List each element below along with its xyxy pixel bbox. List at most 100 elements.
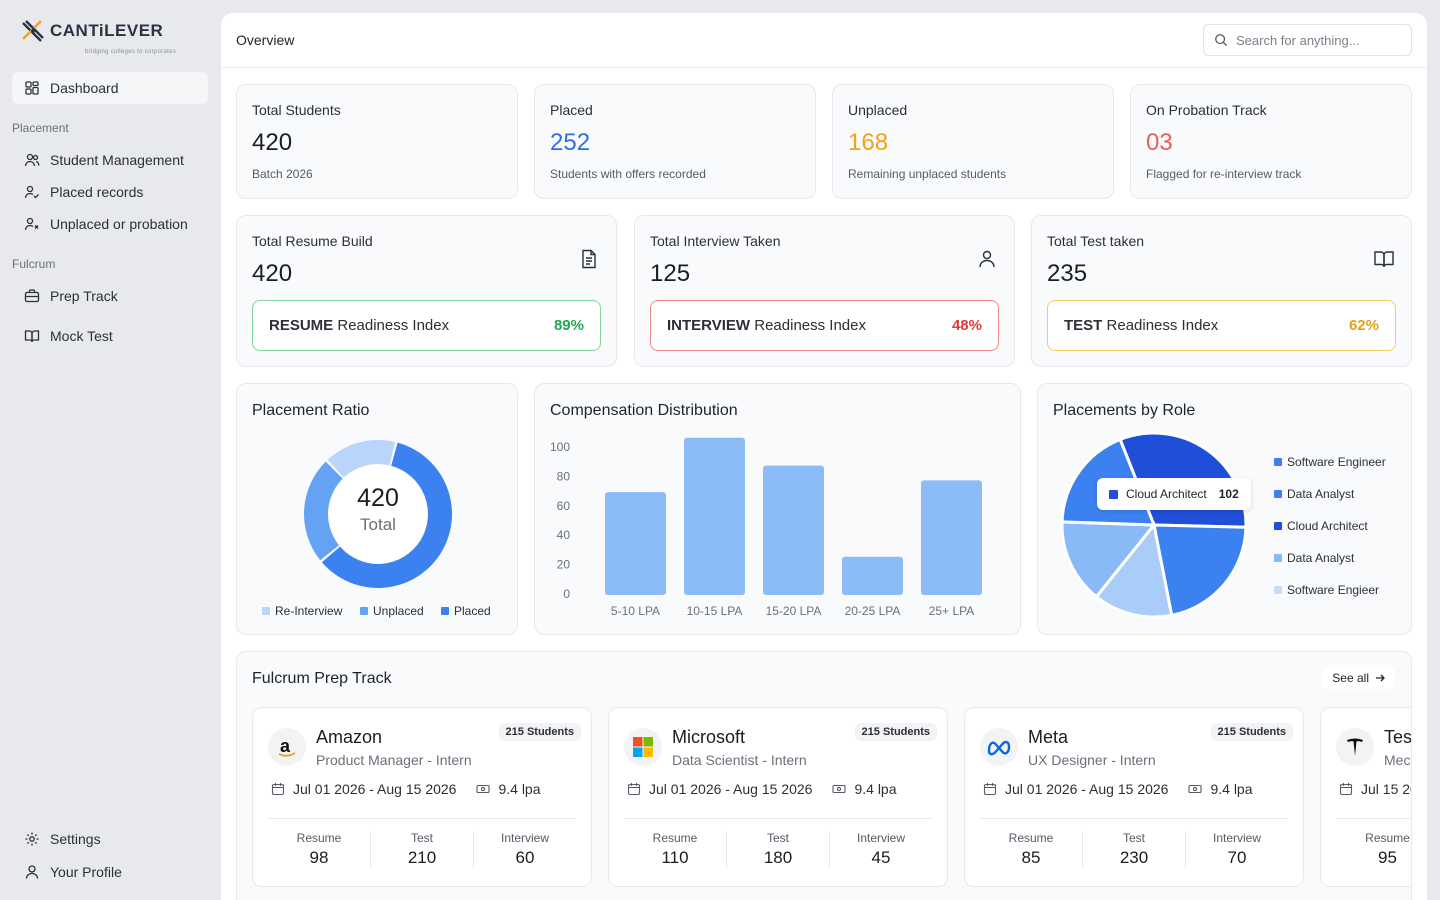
calendar-icon (983, 783, 997, 796)
sidebar-item-settings[interactable]: Settings (12, 823, 208, 855)
readiness-value: 125 (650, 260, 691, 287)
donut-slice[interactable] (327, 440, 396, 478)
placement-ratio-donut[interactable] (298, 434, 458, 594)
company-card-amazon[interactable]: a Amazon Product Manager - Intern 215 St… (252, 707, 592, 887)
readiness-label: TEST Readiness Index (1064, 317, 1219, 334)
students-badge: 215 Students (498, 723, 581, 741)
sidebar-item-label: Your Profile (50, 864, 122, 880)
company-card-meta[interactable]: Meta UX Designer - Intern 215 Students J… (964, 707, 1304, 887)
readiness-label: INTERVIEW Readiness Index (667, 317, 866, 334)
stat-test: Test 180 (727, 831, 830, 868)
money-icon (476, 784, 491, 794)
donut-slice[interactable] (321, 442, 452, 588)
meta-logo-icon (980, 728, 1018, 766)
pie-slice[interactable] (1152, 523, 1248, 618)
readiness-index-interview[interactable]: INTERVIEW Readiness Index 48% (650, 300, 999, 351)
placement-ratio-card: Placement Ratio 420 Total Re-Interview U… (236, 383, 518, 635)
search-box[interactable] (1203, 24, 1412, 56)
roles-pie-chart[interactable] (1059, 430, 1249, 620)
sidebar-item-placed-records[interactable]: Placed records (12, 176, 208, 208)
stat-interview: Interview 70 (1212, 831, 1262, 867)
bar[interactable] (763, 465, 824, 595)
legend-item-unplaced: Unplaced (360, 604, 424, 618)
x-tick-label: 5-10 LPA (611, 604, 660, 618)
stat-title: On Probation Track (1146, 102, 1267, 118)
sidebar-item-dashboard[interactable]: Dashboard (12, 72, 208, 104)
readiness-percent: 48% (951, 317, 982, 334)
sidebar-item-label: Unplaced or probation (50, 216, 188, 232)
panel-title: Compensation Distribution (550, 402, 738, 419)
readiness-index-test[interactable]: TEST Readiness Index 62% (1047, 300, 1396, 351)
sidebar-item-profile[interactable]: Your Profile (12, 856, 208, 888)
donut-total-label: Total (360, 515, 396, 534)
company-meta: Jul 01 2026 - Aug 15 2026 9.4 lpa (983, 781, 1253, 797)
y-tick-label: 60 (557, 499, 571, 513)
y-tick-label: 80 (557, 469, 571, 483)
company-stats: Resume 85 Test 230 Interview 70 (980, 831, 1288, 868)
readiness-percent: 89% (553, 317, 584, 334)
sidebar-item-label: Dashboard (50, 80, 119, 96)
bar[interactable] (921, 480, 982, 595)
company-meta: Jul 01 2026 - Aug 15 2026 9.4 lpa (271, 781, 541, 797)
sidebar-item-label: Mock Test (50, 328, 113, 344)
stat-card-unplaced: Unplaced 168 Remaining unplaced students (832, 84, 1114, 199)
stat-value: 252 (550, 129, 591, 156)
pie-slice[interactable] (1094, 521, 1174, 619)
company-meta: Jul 01 2026 - Aug 15 2026 9.4 lpa (627, 781, 897, 797)
tesla-logo-icon (1336, 728, 1374, 766)
stat-value: 420 (252, 129, 293, 156)
sidebar-item-prep-track[interactable]: Prep Track (12, 280, 208, 312)
divider (624, 818, 932, 819)
brand-logo[interactable]: CANTiLEVER (20, 18, 163, 44)
package: 9.4 lpa (1210, 781, 1253, 797)
compensation-bar-chart: 0 20 40 60 80 100 5-10 LPA 10-15 LPA 15-20 LPA 20… (550, 437, 982, 618)
stat-card-placed: Placed 252 Students with offers recorded (534, 84, 816, 199)
sidebar-item-label: Placed records (50, 184, 144, 200)
company-stats: Resume 110 Test 180 Interview 45 (624, 831, 932, 868)
y-tick-label: 20 (557, 558, 571, 572)
readiness-title: Total Resume Build (252, 233, 373, 249)
page-title: Overview (236, 32, 295, 48)
book-open-icon (24, 330, 40, 343)
bar[interactable] (605, 492, 666, 595)
readiness-label: RESUME Readiness Index (269, 317, 450, 334)
sidebar-item-student-management[interactable]: Student Management (12, 144, 208, 176)
stat-interview: Interview 45 (856, 831, 906, 867)
bar[interactable] (684, 437, 745, 595)
amazon-logo-icon: a (268, 728, 306, 766)
company-role: UX Designer - Intern (1028, 752, 1156, 768)
donut-slice[interactable] (304, 461, 343, 561)
stat-subtitle: Batch 2026 (252, 167, 313, 181)
search-input[interactable] (1236, 32, 1386, 48)
stat-value: 168 (848, 129, 889, 156)
stat-value: 03 (1146, 129, 1173, 156)
readiness-card-interview: Total Interview Taken 125 INTERVIEW Read… (634, 215, 1015, 367)
legend-item-role: Cloud Architect (1274, 519, 1368, 533)
company-card-microsoft[interactable]: Microsoft Data Scientist - Intern 215 St… (608, 707, 948, 887)
stat-title: Total Students (252, 102, 341, 118)
see-all-button[interactable]: See all (1322, 667, 1395, 689)
stat-resume: Resume 110 (624, 831, 727, 868)
sidebar-item-mock-test[interactable]: Mock Test (12, 320, 208, 352)
company-role: Product Manager - Intern (316, 752, 472, 768)
arrow-right-icon (1376, 674, 1385, 682)
briefcase-icon (24, 289, 40, 303)
bar[interactable] (842, 556, 903, 595)
stat-title: Placed (550, 102, 593, 118)
gear-icon (25, 832, 39, 846)
divider (980, 818, 1288, 819)
legend-item-re-interview: Re-Interview (262, 604, 342, 618)
donut-hole (329, 465, 427, 563)
section-fulcrum: Fulcrum (12, 257, 56, 271)
prep-track-section: Fulcrum Prep Track See all a Amazon Prod… (236, 651, 1412, 900)
x-tick-label: 25+ LPA (929, 604, 974, 618)
pie-slice[interactable] (1060, 520, 1158, 599)
money-icon (832, 784, 847, 794)
stat-resume: Resume 98 (268, 831, 371, 868)
readiness-index-resume[interactable]: RESUME Readiness Index 89% (252, 300, 601, 351)
sidebar-item-unplaced-probation[interactable]: Unplaced or probation (12, 208, 208, 240)
stat-card-probation: On Probation Track 03 Flagged for re-int… (1130, 84, 1412, 199)
sidebar: CANTiLEVER bridging colleges to corporat… (0, 0, 220, 900)
sidebar-item-label: Student Management (50, 152, 184, 168)
